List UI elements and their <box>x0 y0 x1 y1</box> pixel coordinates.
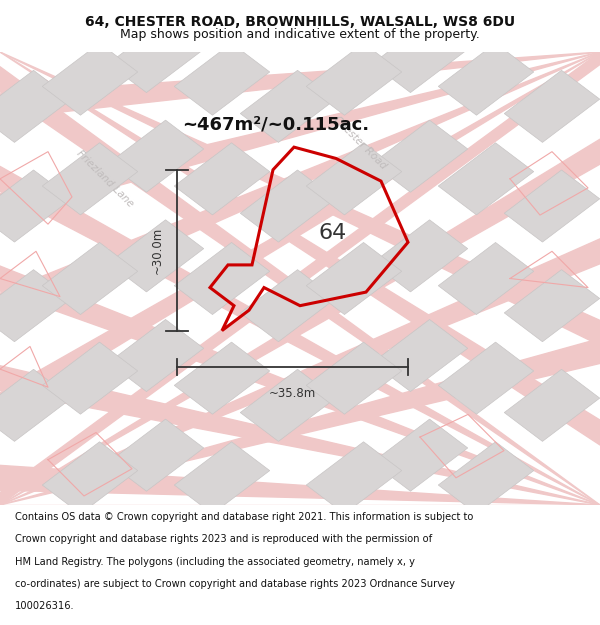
Polygon shape <box>372 419 468 491</box>
Text: ~467m²/~0.115ac.: ~467m²/~0.115ac. <box>182 116 370 134</box>
Polygon shape <box>108 21 204 92</box>
Polygon shape <box>372 21 468 92</box>
Polygon shape <box>174 342 270 414</box>
Polygon shape <box>504 369 600 441</box>
Polygon shape <box>372 120 468 192</box>
Polygon shape <box>174 43 270 115</box>
Polygon shape <box>438 342 534 414</box>
Polygon shape <box>504 170 600 242</box>
Text: 100026316.: 100026316. <box>15 601 74 611</box>
Text: 64, CHESTER ROAD, BROWNHILLS, WALSALL, WS8 6DU: 64, CHESTER ROAD, BROWNHILLS, WALSALL, W… <box>85 14 515 29</box>
Polygon shape <box>306 442 402 514</box>
Text: ~30.0m: ~30.0m <box>151 226 164 274</box>
Polygon shape <box>240 71 336 142</box>
Polygon shape <box>42 142 138 215</box>
Polygon shape <box>240 269 336 342</box>
Polygon shape <box>438 43 534 115</box>
Polygon shape <box>306 242 402 314</box>
Polygon shape <box>0 71 72 142</box>
Polygon shape <box>372 319 468 391</box>
Polygon shape <box>306 43 402 115</box>
Polygon shape <box>306 142 402 215</box>
Polygon shape <box>372 220 468 292</box>
Polygon shape <box>42 342 138 414</box>
Polygon shape <box>504 71 600 142</box>
Polygon shape <box>174 242 270 314</box>
Polygon shape <box>240 170 336 242</box>
Polygon shape <box>174 142 270 215</box>
Polygon shape <box>108 220 204 292</box>
Text: 64: 64 <box>319 223 347 243</box>
Polygon shape <box>240 369 336 441</box>
Polygon shape <box>438 242 534 314</box>
Polygon shape <box>42 43 138 115</box>
Text: Contains OS data © Crown copyright and database right 2021. This information is : Contains OS data © Crown copyright and d… <box>15 512 473 522</box>
Polygon shape <box>42 442 138 514</box>
Text: Friezland Lane: Friezland Lane <box>74 149 136 209</box>
Text: co-ordinates) are subject to Crown copyright and database rights 2023 Ordnance S: co-ordinates) are subject to Crown copyr… <box>15 579 455 589</box>
Polygon shape <box>504 269 600 342</box>
Polygon shape <box>306 342 402 414</box>
Polygon shape <box>108 120 204 192</box>
Text: Chester Road: Chester Road <box>332 114 388 171</box>
Text: Map shows position and indicative extent of the property.: Map shows position and indicative extent… <box>120 28 480 41</box>
Polygon shape <box>42 242 138 314</box>
Polygon shape <box>108 319 204 391</box>
Polygon shape <box>108 419 204 491</box>
Polygon shape <box>0 369 72 441</box>
Text: ~35.8m: ~35.8m <box>269 388 316 400</box>
Polygon shape <box>0 170 72 242</box>
Text: HM Land Registry. The polygons (including the associated geometry, namely x, y: HM Land Registry. The polygons (includin… <box>15 557 415 567</box>
Polygon shape <box>174 442 270 514</box>
Polygon shape <box>0 269 72 342</box>
Polygon shape <box>438 442 534 514</box>
Text: Crown copyright and database rights 2023 and is reproduced with the permission o: Crown copyright and database rights 2023… <box>15 534 432 544</box>
Polygon shape <box>438 142 534 215</box>
